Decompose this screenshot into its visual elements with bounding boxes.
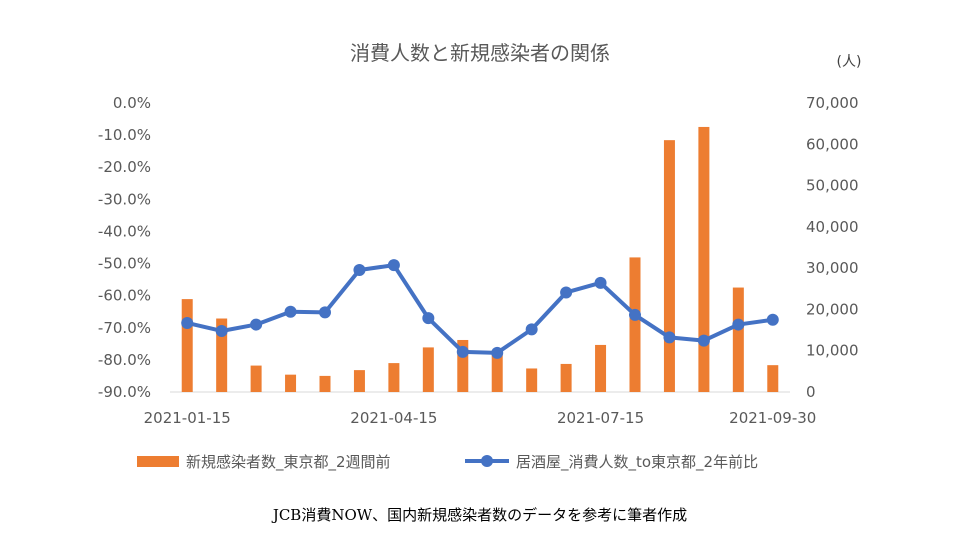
bar bbox=[216, 318, 228, 392]
left-axis: 0.0% -10.0% -20.0% -30.0% -40.0% -50.0% -60.0%… bbox=[98, 94, 151, 401]
bar bbox=[491, 351, 503, 392]
bar bbox=[595, 344, 607, 392]
left-tick-label: -80.0% bbox=[98, 351, 151, 369]
legend-swatch-marker bbox=[481, 455, 493, 467]
bar bbox=[285, 374, 297, 392]
left-tick-label: -10.0% bbox=[98, 126, 151, 144]
right-tick-label: 50,000 bbox=[806, 177, 859, 195]
right-tick-label: 70,000 bbox=[806, 94, 859, 112]
line-point bbox=[732, 318, 745, 331]
line-point bbox=[456, 345, 469, 358]
bar bbox=[353, 370, 365, 392]
series-line bbox=[186, 263, 774, 355]
bar bbox=[181, 299, 193, 392]
left-tick-label: -60.0% bbox=[98, 287, 151, 305]
right-axis-unit: (人) bbox=[837, 54, 862, 70]
source-note: JCB消費NOW、国内新規感染者数のデータを参考に筆者作成 bbox=[271, 506, 687, 524]
line-point bbox=[284, 305, 297, 318]
line-point bbox=[215, 324, 228, 337]
left-tick-label: -70.0% bbox=[98, 319, 151, 337]
legend-label-bar: 新規感染者数_東京都_2週間前 bbox=[186, 453, 391, 472]
right-tick-label: 30,000 bbox=[806, 259, 859, 277]
legend-swatch-bar bbox=[137, 456, 179, 467]
line-point bbox=[181, 316, 194, 329]
chart-title: 消費人数と新規感染者の関係 bbox=[350, 41, 610, 65]
bar bbox=[526, 368, 538, 392]
line-point bbox=[491, 346, 504, 359]
bar-series bbox=[181, 126, 779, 393]
left-tick-label: 0.0% bbox=[113, 94, 151, 112]
line-point bbox=[663, 331, 676, 344]
line-point bbox=[422, 312, 435, 325]
right-axis: 70,000 60,000 50,000 40,000 30,000 20,000 10,0… bbox=[806, 94, 859, 401]
x-axis: 2021-01-15 2021-04-15 2021-07-15 2021-09-30 bbox=[144, 409, 817, 427]
bar bbox=[663, 140, 675, 392]
right-tick-label: 0 bbox=[806, 383, 816, 401]
line-point bbox=[629, 308, 641, 321]
x-tick-label: 2021-04-15 bbox=[350, 409, 437, 427]
line-point bbox=[387, 259, 400, 272]
left-tick-label: -90.0% bbox=[98, 383, 151, 401]
line-point bbox=[319, 306, 331, 319]
right-tick-label: 10,000 bbox=[806, 342, 859, 360]
bar bbox=[250, 365, 262, 392]
x-tick-label: 2021-09-30 bbox=[729, 409, 816, 427]
bar bbox=[732, 287, 744, 392]
bar bbox=[767, 365, 779, 392]
bar bbox=[319, 375, 331, 392]
line-point bbox=[766, 313, 779, 326]
right-tick-label: 60,000 bbox=[806, 135, 859, 153]
left-tick-label: -20.0% bbox=[98, 158, 151, 176]
bar bbox=[698, 126, 710, 393]
line-point bbox=[353, 263, 366, 276]
left-tick-label: -30.0% bbox=[98, 190, 151, 208]
bar bbox=[560, 363, 572, 392]
left-tick-label: -50.0% bbox=[98, 255, 151, 273]
right-tick-label: 40,000 bbox=[806, 218, 859, 236]
bar bbox=[388, 363, 400, 392]
line-series bbox=[181, 259, 779, 359]
x-tick-label: 2021-01-15 bbox=[144, 409, 231, 427]
left-tick-label: -40.0% bbox=[98, 222, 151, 240]
legend-label-line: 居酒屋_消費人数_to東京都_2年前比 bbox=[516, 453, 758, 472]
bar bbox=[457, 339, 469, 392]
line-point bbox=[594, 276, 607, 289]
x-tick-label: 2021-07-15 bbox=[557, 409, 644, 427]
bar bbox=[629, 257, 641, 392]
line-point bbox=[560, 286, 573, 299]
line-point bbox=[697, 334, 710, 347]
line-point bbox=[250, 318, 263, 331]
legend: 新規感染者数_東京都_2週間前 居酒屋_消費人数_to東京都_2年前比 bbox=[137, 453, 758, 472]
bar bbox=[422, 347, 434, 392]
right-tick-label: 20,000 bbox=[806, 300, 859, 318]
line-point bbox=[525, 323, 538, 336]
